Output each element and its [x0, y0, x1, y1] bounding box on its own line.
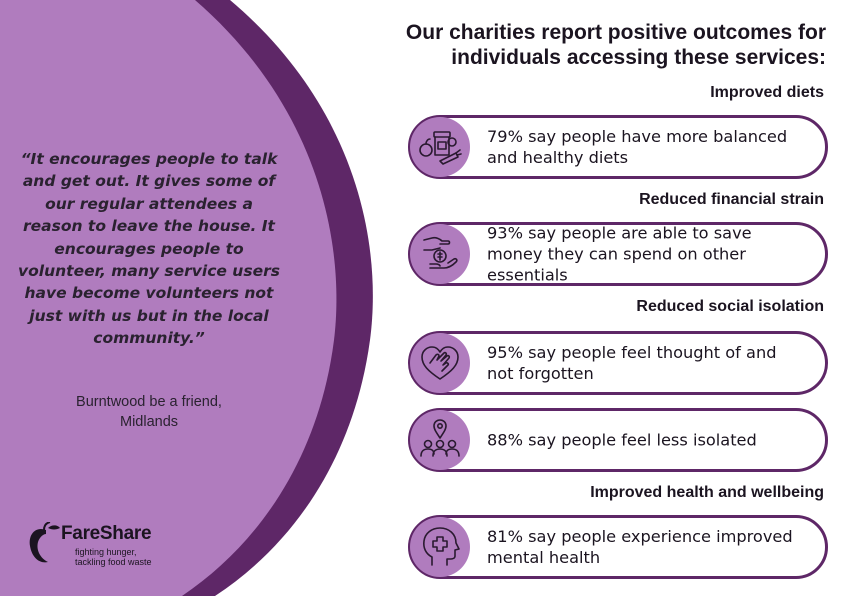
tagline-line-1: fighting hunger, — [75, 547, 137, 557]
testimonial-source: Burntwood be a friend, Midlands — [18, 392, 280, 432]
category-improved-diets: Improved diets — [710, 84, 824, 101]
food-basket-icon — [419, 131, 462, 165]
tagline-line-2: tackling food waste — [75, 557, 152, 567]
heart-hand-icon — [421, 346, 459, 380]
outcome-card-less-isolated: 88% say people feel less isolated — [408, 408, 828, 472]
outcome-card-mental-health: 81% say people experience improved menta… — [408, 515, 828, 579]
outcome-card-financial: 93% say people are able to save money th… — [408, 222, 828, 286]
outcome-card-thought-of: 95% say people feel thought of and not f… — [408, 331, 828, 395]
page-title: Our charities report positive outcomes f… — [346, 20, 826, 70]
testimonial-quote: “It encourages people to talk and get ou… — [18, 150, 280, 348]
money-hand-icon — [423, 236, 458, 269]
title-line-1: Our charities report positive outcomes f… — [405, 21, 826, 44]
logo-name: FareShare — [61, 523, 152, 544]
head-cross-icon — [423, 527, 460, 566]
outcome-card-diets: 79% say people have more balanced and he… — [408, 115, 828, 179]
category-reduced-financial-strain: Reduced financial strain — [639, 191, 824, 208]
light-purple-panel — [0, 0, 337, 596]
outcome-text: 88% say people feel less isolated — [487, 430, 757, 450]
apple-logo-icon — [29, 522, 60, 563]
outcome-text: 79% say people have more balanced and he… — [487, 127, 788, 167]
title-line-2: individuals accessing these services: — [451, 46, 826, 69]
source-line-2: Midlands — [119, 414, 179, 430]
fareshare-logo: FareShare fighting hunger, tackling food… — [26, 522, 166, 570]
category-reduced-social-isolation: Reduced social isolation — [636, 298, 824, 315]
people-location-icon — [420, 419, 460, 457]
outcome-text: 93% say people are able to save money th… — [487, 223, 752, 285]
source-line-1: Burntwood be a friend, — [76, 394, 222, 410]
outcome-text: 81% say people experience improved menta… — [487, 527, 793, 567]
category-improved-health-wellbeing: Improved health and wellbeing — [590, 484, 824, 501]
logo-tagline: fighting hunger, tackling food waste — [75, 547, 175, 567]
outcome-text: 95% say people feel thought of and not f… — [487, 343, 777, 383]
